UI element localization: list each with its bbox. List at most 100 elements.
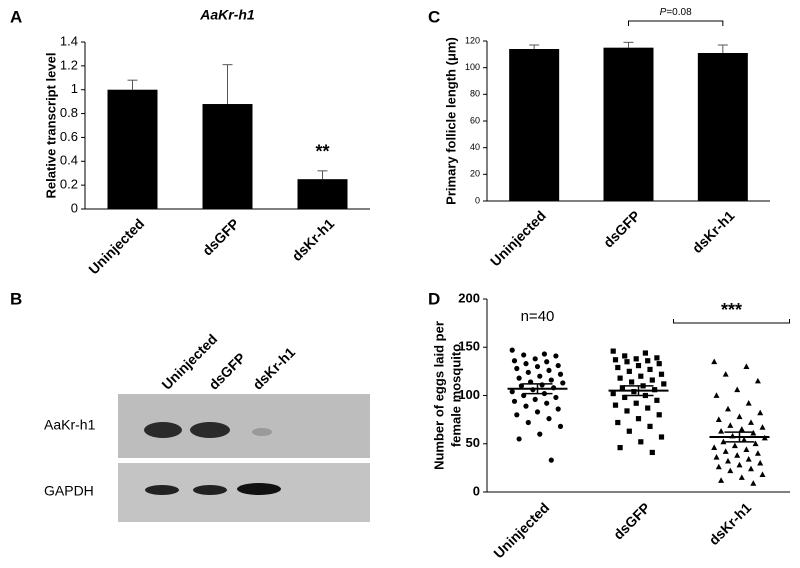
y-tick-label: 0.2 bbox=[60, 177, 78, 192]
p-symbol: P bbox=[660, 7, 667, 18]
data-point bbox=[713, 392, 720, 398]
sem-bar bbox=[522, 383, 553, 395]
panel-letter: B bbox=[10, 289, 22, 308]
sample-size-label: n=40 bbox=[521, 308, 555, 325]
y-tick-label: 0 bbox=[473, 483, 480, 498]
error-bar bbox=[529, 44, 540, 49]
significance-label: ** bbox=[315, 142, 329, 162]
data-point bbox=[731, 442, 738, 449]
y-tick-label: 0 bbox=[475, 195, 480, 205]
lane-label: dsGFP bbox=[205, 350, 248, 393]
data-point bbox=[656, 361, 662, 367]
data-point bbox=[738, 426, 745, 432]
data-point bbox=[754, 377, 761, 384]
data-point bbox=[525, 419, 531, 426]
data-point bbox=[725, 457, 731, 464]
data-point bbox=[626, 368, 632, 374]
data-point bbox=[736, 461, 743, 468]
y-tick-label: 20 bbox=[470, 169, 480, 179]
data-point bbox=[720, 438, 727, 445]
data-point bbox=[516, 436, 522, 442]
x-tick-label: Uninjected bbox=[490, 499, 552, 561]
data-point bbox=[539, 382, 545, 388]
data-point bbox=[661, 381, 667, 387]
x-tick-label: Uninjected bbox=[487, 207, 549, 269]
y-tick-label: 50 bbox=[466, 435, 480, 450]
data-point bbox=[615, 419, 621, 426]
data-point bbox=[514, 365, 520, 372]
data-point bbox=[624, 408, 630, 414]
data-point bbox=[645, 358, 651, 364]
data-point bbox=[541, 351, 548, 357]
y-tick-label: 80 bbox=[470, 89, 480, 99]
data-point bbox=[754, 450, 761, 456]
data-point bbox=[649, 377, 655, 383]
data-point bbox=[511, 358, 518, 364]
data-point bbox=[610, 390, 616, 397]
data-point bbox=[743, 446, 750, 452]
y-tick-label: 1.2 bbox=[60, 57, 78, 72]
data-point bbox=[548, 377, 554, 383]
data-point bbox=[645, 405, 651, 411]
x-tick-label: Uninjected bbox=[85, 215, 147, 277]
data-point bbox=[534, 363, 541, 370]
data-point bbox=[523, 403, 529, 409]
y-axis-label: Primary follicle length (μm) bbox=[443, 37, 458, 205]
row-label: GAPDH bbox=[44, 483, 94, 499]
data-point bbox=[548, 457, 554, 463]
data-point bbox=[759, 424, 766, 430]
data-point bbox=[647, 366, 653, 373]
data-point bbox=[658, 434, 665, 440]
data-point bbox=[647, 423, 653, 429]
bar bbox=[509, 49, 560, 201]
data-point bbox=[734, 386, 741, 393]
data-point bbox=[617, 445, 623, 451]
data-point bbox=[745, 400, 752, 406]
data-point bbox=[624, 359, 630, 365]
data-point bbox=[557, 371, 564, 377]
data-point bbox=[635, 416, 642, 422]
panel-letter: D bbox=[428, 289, 440, 308]
data-point bbox=[654, 397, 660, 403]
data-point bbox=[757, 409, 764, 416]
data-point bbox=[544, 359, 550, 365]
p-value-label: P=0.08 bbox=[660, 7, 692, 18]
data-point bbox=[748, 465, 754, 472]
data-point bbox=[610, 348, 616, 354]
data-point bbox=[553, 394, 559, 401]
data-point bbox=[725, 405, 731, 412]
data-point bbox=[523, 361, 529, 367]
data-point bbox=[638, 373, 644, 379]
data-point bbox=[635, 362, 642, 369]
data-point bbox=[750, 480, 757, 486]
y-tick-label: 0.4 bbox=[60, 153, 78, 168]
bar bbox=[202, 104, 253, 209]
bar bbox=[603, 47, 654, 201]
data-point bbox=[727, 422, 734, 428]
y-tick-label: 60 bbox=[470, 115, 480, 125]
data-point bbox=[557, 423, 564, 429]
data-point bbox=[748, 419, 754, 425]
data-point bbox=[743, 363, 750, 369]
data-point bbox=[521, 352, 527, 358]
chart-title: AaKr-h1 bbox=[199, 7, 255, 23]
x-tick-label: dsGFP bbox=[610, 499, 653, 542]
blot-band bbox=[190, 422, 230, 438]
data-point bbox=[546, 416, 552, 422]
data-point bbox=[511, 398, 518, 404]
data-point bbox=[633, 400, 639, 406]
x-tick-label: dsKr-h1 bbox=[706, 499, 755, 548]
data-point bbox=[509, 347, 515, 353]
x-tick-label: dsGFP bbox=[199, 215, 242, 258]
data-point bbox=[711, 358, 718, 365]
sem-bar bbox=[623, 385, 654, 397]
data-point bbox=[534, 409, 541, 415]
sem-bar bbox=[724, 431, 755, 443]
data-point bbox=[649, 449, 655, 456]
data-point bbox=[718, 428, 725, 434]
y-tick-label: 150 bbox=[458, 339, 480, 354]
data-point bbox=[537, 431, 543, 437]
blot-band bbox=[144, 422, 182, 438]
data-point bbox=[555, 362, 561, 369]
